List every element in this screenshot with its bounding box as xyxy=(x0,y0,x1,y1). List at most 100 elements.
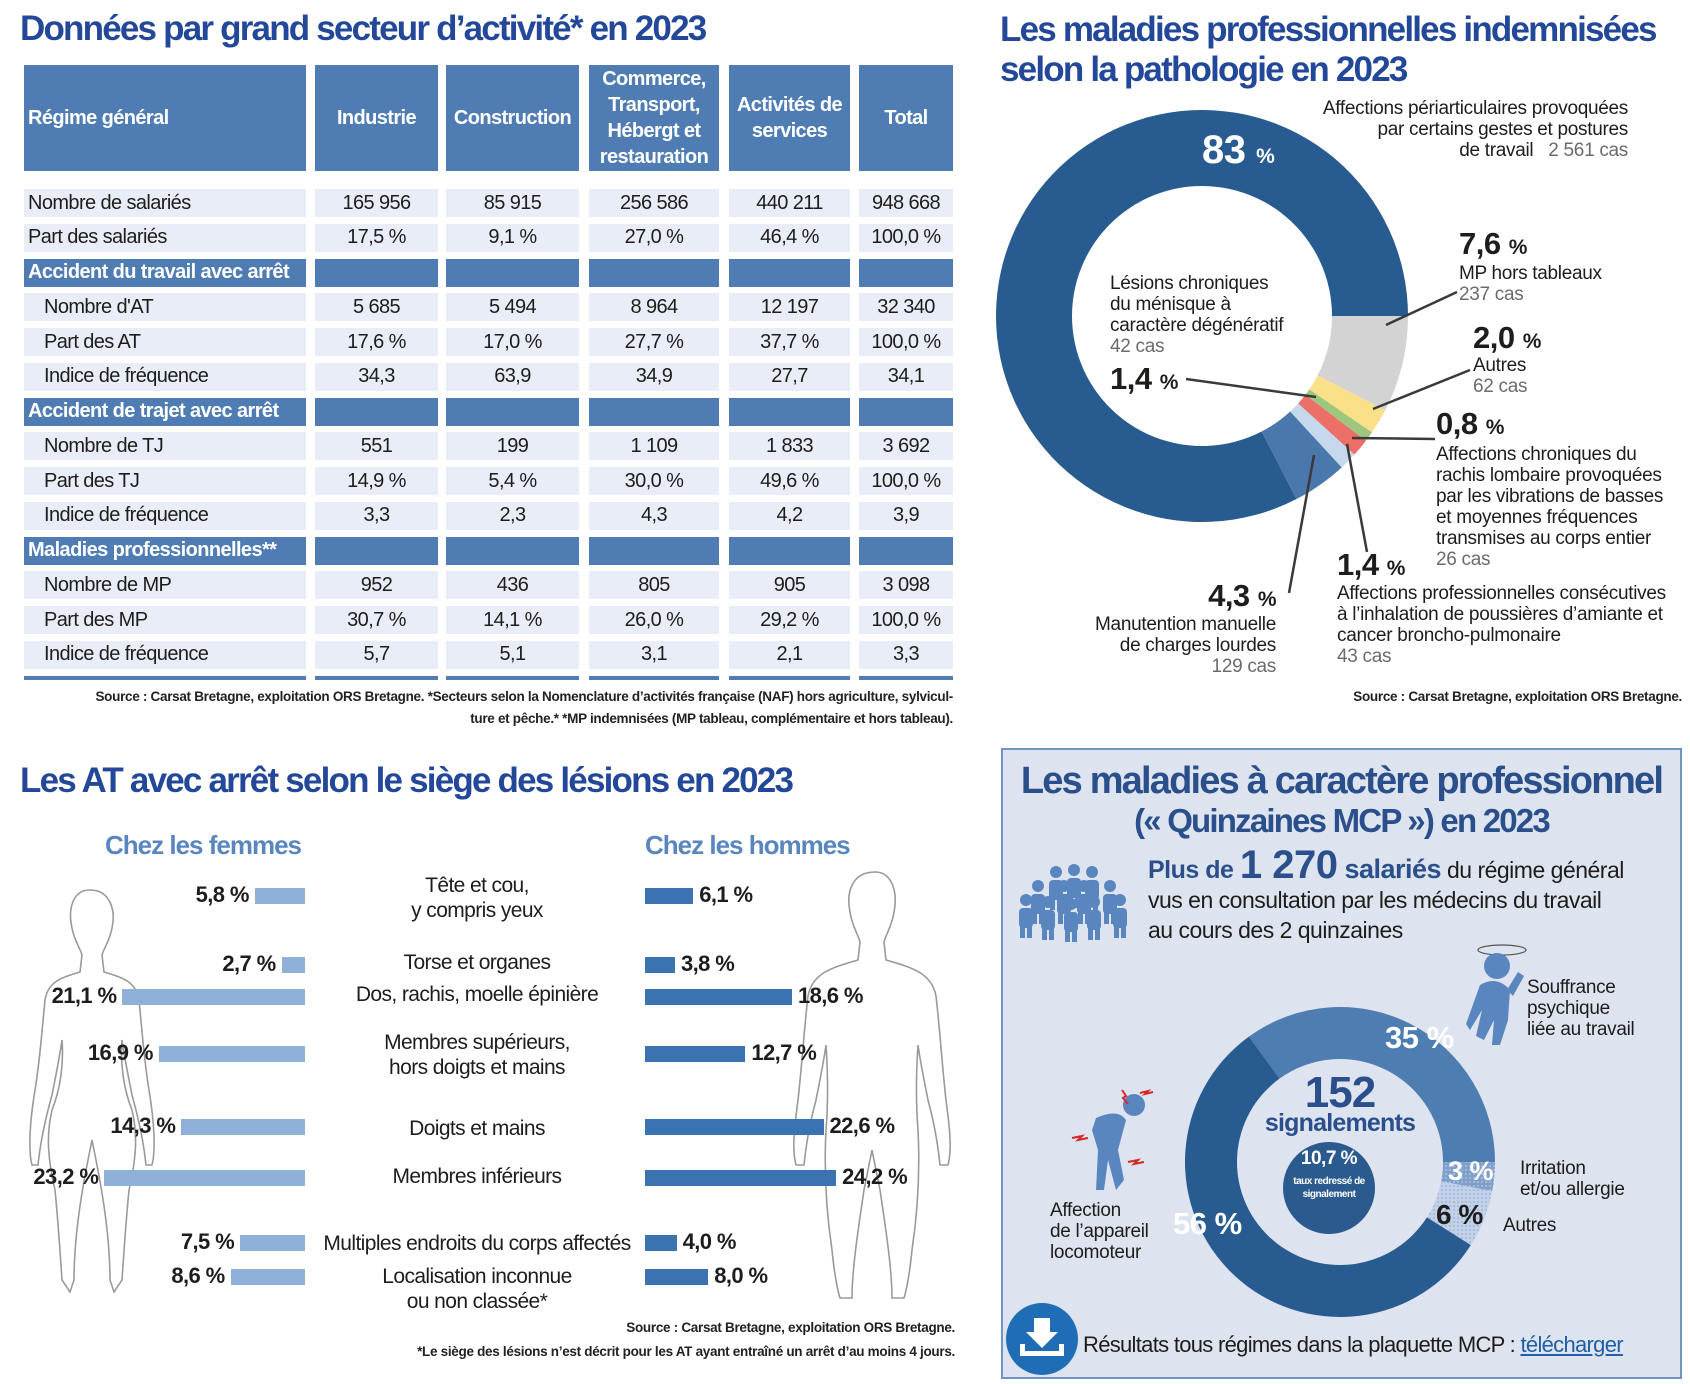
table-cell: 17,0 % xyxy=(446,328,579,356)
cases-text: 237 cas xyxy=(1459,284,1524,305)
pct-amiante: 1,4 % xyxy=(1337,547,1405,583)
section-header-fill xyxy=(446,397,579,426)
men-bar-label: 24,2 % xyxy=(842,1164,908,1189)
column-header: Total xyxy=(859,65,953,171)
leader-line-mp-hors-tableaux xyxy=(1385,290,1458,327)
men-bar xyxy=(645,888,694,904)
pathology-slice xyxy=(1298,394,1366,455)
row-label: Nombre de MP xyxy=(24,571,306,600)
section-header-fill xyxy=(859,397,953,426)
column-header: Activités de services xyxy=(729,65,850,171)
pct-locomoteur: 56 % xyxy=(1173,1206,1242,1241)
center-value: 152 xyxy=(1304,1068,1376,1117)
mcp-slice xyxy=(1248,1007,1495,1162)
table-cell: 30,7 % xyxy=(315,606,438,634)
download-row: Résultats tous régimes dans la plaquette… xyxy=(1083,1332,1624,1358)
table-cell: 5,4 % xyxy=(446,467,579,495)
women-bar-label: 8,6 % xyxy=(171,1263,225,1288)
table-cell: 905 xyxy=(729,571,850,600)
women-bar xyxy=(254,888,305,904)
pct-value: 83 xyxy=(1202,128,1246,172)
row-label: Nombre d'AT xyxy=(24,293,306,322)
intro-number: 1 270 xyxy=(1239,843,1338,887)
cases-text: 43 cas xyxy=(1337,646,1392,667)
men-bar xyxy=(645,1235,677,1251)
label-text: Affections professionnelles consécutives… xyxy=(1337,583,1666,646)
label-text: Autres xyxy=(1473,355,1527,376)
table-cell: 12 197 xyxy=(729,293,850,322)
table-cell: 5,7 xyxy=(315,640,438,669)
table-cell: 3 692 xyxy=(859,432,953,461)
table-cell: 27,0 % xyxy=(589,223,719,252)
section-header-fill xyxy=(446,258,579,287)
label-amiante: Affections professionnelles consécutives… xyxy=(1337,583,1666,667)
column-header: Industrie xyxy=(315,65,438,171)
label-text: Affections chroniques du rachis lombaire… xyxy=(1436,444,1664,549)
pathology-donut-chart xyxy=(996,110,1471,594)
intro-prefix: Plus de xyxy=(1148,856,1240,884)
women-bar xyxy=(281,957,305,973)
inner-rate-label: taux redressé de signalement xyxy=(1293,1176,1365,1200)
pct-mp-hors-tableaux: 7,6 % xyxy=(1459,226,1527,262)
women-bar xyxy=(240,1235,305,1251)
table-cell: 34,9 xyxy=(589,362,719,391)
women-bar xyxy=(104,1170,305,1186)
table-cell: 5 494 xyxy=(446,293,579,322)
leader-line-menisque xyxy=(1185,377,1317,399)
table-cell: 3,3 xyxy=(315,501,438,530)
pct-value: 0,8 xyxy=(1436,406,1478,441)
leader-line-amiante xyxy=(1345,443,1369,553)
table-cell: 3,9 xyxy=(859,501,953,530)
pct-unit: % xyxy=(1257,588,1277,611)
pct-value: 1,4 xyxy=(1337,547,1379,582)
men-bar xyxy=(645,1269,709,1285)
mcp-intro: Plus de 1 270 salariés du régime général… xyxy=(1148,845,1624,945)
table-bottom-rule xyxy=(589,676,719,680)
stressed-person-icon xyxy=(1466,944,1527,1045)
man-silhouette-icon xyxy=(793,871,951,1299)
table-cell: 436 xyxy=(446,571,579,600)
category-label: Membres inférieurs xyxy=(392,1164,563,1188)
section-header-fill xyxy=(315,536,438,565)
table-cell: 3 098 xyxy=(859,571,953,600)
category-label: Torse et organes xyxy=(403,950,551,974)
leader-line-rachis xyxy=(1351,436,1436,441)
cases-text: 42 cas xyxy=(1110,336,1165,357)
pct-unit: % xyxy=(1522,330,1542,353)
row-label: Part des AT xyxy=(24,328,306,356)
table-cell: 100,0 % xyxy=(859,223,953,252)
section-header-fill xyxy=(589,397,719,426)
table-cell: 85 915 xyxy=(446,189,579,217)
pct-manutention: 4,3 % xyxy=(1208,578,1276,614)
section-header-fill xyxy=(315,258,438,287)
row-label: Part des TJ xyxy=(24,467,306,495)
women-bar-label: 7,5 % xyxy=(180,1229,235,1254)
intro-line2: vus en consultation par les médecins du … xyxy=(1148,887,1602,913)
table-cell: 2,3 xyxy=(446,501,579,530)
section-header-fill xyxy=(859,258,953,287)
women-bar-label: 21,1 % xyxy=(51,983,118,1008)
pct-souffrance: 35 % xyxy=(1385,1020,1454,1055)
cases-text: 2 561 cas xyxy=(1548,140,1628,161)
back-pain-person-icon xyxy=(1071,1089,1154,1190)
table-cell: 30,0 % xyxy=(589,467,719,495)
download-link[interactable]: télécharger xyxy=(1520,1332,1624,1357)
download-icon[interactable] xyxy=(1006,1303,1078,1375)
table-cell: 440 211 xyxy=(729,189,850,217)
pathology-title: Les maladies professionnelles indemnisée… xyxy=(1000,10,1690,90)
men-bar xyxy=(645,1046,746,1062)
pathology-source: Source : Carsat Bretagne, exploitation O… xyxy=(1353,689,1682,704)
table-cell: 805 xyxy=(589,571,719,600)
table-cell: 29,2 % xyxy=(729,606,850,634)
section-header-fill xyxy=(729,258,850,287)
row-label: Indice de fréquence xyxy=(24,501,306,530)
category-label: Tête et cou, y compris yeux xyxy=(411,874,543,922)
column-header: Construction xyxy=(446,65,579,171)
table-cell: 3,3 xyxy=(859,640,953,669)
pct-unit: % xyxy=(1485,416,1505,439)
pathology-slice xyxy=(1305,389,1372,441)
mcp-slice xyxy=(1184,1036,1471,1318)
table-cell: 5 685 xyxy=(315,293,438,322)
pathology-title-text: Les maladies professionnelles indemnisée… xyxy=(1000,10,1657,89)
